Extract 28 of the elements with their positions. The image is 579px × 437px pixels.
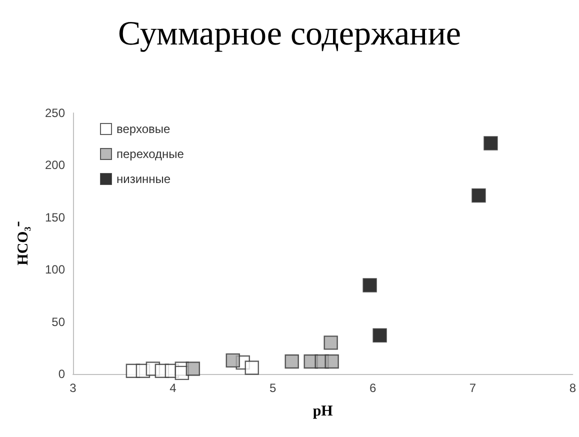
legend-label: верховые [116,122,170,136]
x-tick-label: 4 [170,381,177,395]
point [472,188,486,203]
x-tick-label: 8 [569,381,576,395]
point [186,362,200,376]
chart-title: Суммарное содержание [118,16,462,52]
point [226,353,240,368]
point [362,278,377,292]
x-tick-label: 5 [270,381,277,395]
y-tick-label: 50 [52,314,66,329]
point [324,336,338,350]
legend-label: низинные [116,172,171,186]
y-tick-label: 100 [44,262,66,277]
x-axis-title: pH [312,404,334,420]
x-tick-label: 3 [70,381,77,395]
point [484,136,498,150]
point [244,360,259,375]
point [372,328,387,342]
y-axis-title: HCO₃⁻ [16,222,32,266]
y-tick-label: 150 [44,210,66,224]
x-tick-label: 6 [369,381,376,395]
point [284,354,299,369]
y-tick-label: 250 [44,106,66,120]
y-tick-label: 0 [58,367,66,381]
point [324,354,339,369]
x-tick-label: 7 [469,381,476,395]
y-tick-label: 200 [44,158,66,172]
legend-label: переходные [116,147,184,161]
